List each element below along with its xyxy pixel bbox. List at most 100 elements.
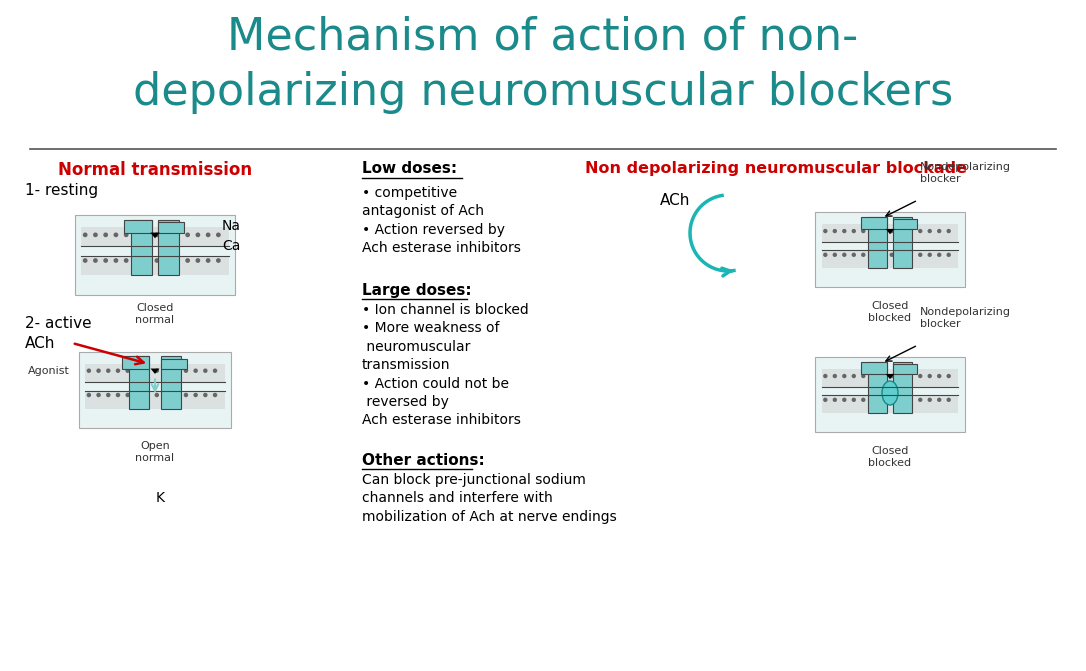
Circle shape bbox=[918, 252, 922, 257]
Circle shape bbox=[842, 374, 846, 378]
Circle shape bbox=[823, 398, 828, 402]
Circle shape bbox=[947, 374, 951, 378]
Circle shape bbox=[889, 229, 894, 234]
Circle shape bbox=[833, 252, 837, 257]
Circle shape bbox=[154, 258, 160, 263]
Circle shape bbox=[193, 393, 198, 397]
Circle shape bbox=[899, 252, 904, 257]
Text: Ca: Ca bbox=[222, 239, 240, 253]
Circle shape bbox=[842, 252, 846, 257]
Circle shape bbox=[134, 232, 139, 238]
Circle shape bbox=[175, 258, 180, 263]
Circle shape bbox=[918, 374, 922, 378]
Bar bbox=[131, 219, 152, 274]
FancyBboxPatch shape bbox=[79, 352, 231, 427]
Circle shape bbox=[833, 398, 837, 402]
Text: ACh: ACh bbox=[660, 193, 691, 208]
FancyBboxPatch shape bbox=[816, 358, 964, 431]
Text: Nondepolarizing
blocker: Nondepolarizing blocker bbox=[920, 307, 1011, 329]
Circle shape bbox=[174, 393, 178, 397]
Circle shape bbox=[823, 252, 828, 257]
Bar bbox=[124, 219, 152, 233]
Circle shape bbox=[823, 374, 828, 378]
Circle shape bbox=[106, 393, 111, 397]
Circle shape bbox=[899, 374, 904, 378]
Circle shape bbox=[103, 258, 108, 263]
Circle shape bbox=[947, 252, 951, 257]
Circle shape bbox=[871, 252, 875, 257]
Bar bbox=[861, 217, 887, 229]
Circle shape bbox=[899, 398, 904, 402]
Circle shape bbox=[889, 374, 894, 378]
Circle shape bbox=[83, 258, 88, 263]
Bar bbox=[822, 224, 958, 242]
Circle shape bbox=[899, 229, 904, 234]
Circle shape bbox=[861, 252, 866, 257]
Circle shape bbox=[871, 398, 875, 402]
Circle shape bbox=[927, 252, 932, 257]
Text: Open
normal: Open normal bbox=[136, 441, 175, 462]
Circle shape bbox=[144, 232, 149, 238]
Text: • competitive
antagonist of Ach
• Action reversed by
Ach esterase inhibitors: • competitive antagonist of Ach • Action… bbox=[362, 186, 521, 255]
Circle shape bbox=[947, 398, 951, 402]
Circle shape bbox=[871, 229, 875, 234]
Circle shape bbox=[909, 252, 913, 257]
Circle shape bbox=[97, 393, 101, 397]
Circle shape bbox=[165, 258, 169, 263]
Bar bbox=[861, 362, 887, 374]
Circle shape bbox=[889, 398, 894, 402]
Text: ACh: ACh bbox=[25, 336, 55, 351]
Circle shape bbox=[83, 232, 88, 238]
Circle shape bbox=[842, 398, 846, 402]
Circle shape bbox=[144, 368, 150, 373]
Bar bbox=[893, 217, 912, 268]
Circle shape bbox=[134, 258, 139, 263]
Circle shape bbox=[154, 393, 159, 397]
Text: Nondepolarizing
blocker: Nondepolarizing blocker bbox=[920, 162, 1011, 184]
Bar bbox=[822, 395, 958, 413]
Circle shape bbox=[116, 368, 121, 373]
Circle shape bbox=[909, 398, 913, 402]
Circle shape bbox=[164, 368, 168, 373]
Circle shape bbox=[154, 232, 160, 238]
Circle shape bbox=[918, 398, 922, 402]
Bar bbox=[157, 219, 179, 274]
Circle shape bbox=[842, 229, 846, 234]
Circle shape bbox=[87, 393, 91, 397]
Text: Normal transmission: Normal transmission bbox=[58, 161, 252, 179]
Circle shape bbox=[93, 232, 98, 238]
Circle shape bbox=[937, 252, 942, 257]
Circle shape bbox=[947, 229, 951, 234]
Bar bbox=[893, 362, 912, 413]
Ellipse shape bbox=[882, 381, 898, 405]
Polygon shape bbox=[150, 233, 160, 238]
Polygon shape bbox=[885, 374, 895, 379]
Text: Na: Na bbox=[222, 219, 241, 233]
Bar bbox=[81, 256, 229, 274]
Circle shape bbox=[103, 232, 108, 238]
Circle shape bbox=[205, 258, 211, 263]
Circle shape bbox=[124, 232, 128, 238]
Circle shape bbox=[144, 393, 150, 397]
Circle shape bbox=[87, 368, 91, 373]
Circle shape bbox=[175, 232, 180, 238]
Circle shape bbox=[823, 229, 828, 234]
Circle shape bbox=[918, 229, 922, 234]
Text: 1- resting: 1- resting bbox=[25, 183, 98, 198]
Circle shape bbox=[106, 368, 111, 373]
Circle shape bbox=[114, 258, 118, 263]
Circle shape bbox=[205, 232, 211, 238]
Text: Non depolarizing neuromuscular blockade: Non depolarizing neuromuscular blockade bbox=[585, 161, 967, 176]
Circle shape bbox=[937, 374, 942, 378]
Text: Can block pre-junctional sodium
channels and interfere with
mobilization of Ach : Can block pre-junctional sodium channels… bbox=[362, 473, 617, 524]
Text: Large doses:: Large doses: bbox=[362, 283, 471, 298]
Bar bbox=[822, 369, 958, 386]
Circle shape bbox=[880, 374, 884, 378]
Circle shape bbox=[889, 252, 894, 257]
Bar bbox=[868, 362, 887, 413]
Circle shape bbox=[203, 393, 207, 397]
Bar bbox=[822, 250, 958, 268]
Circle shape bbox=[213, 368, 217, 373]
Circle shape bbox=[861, 398, 866, 402]
Bar bbox=[893, 364, 918, 374]
